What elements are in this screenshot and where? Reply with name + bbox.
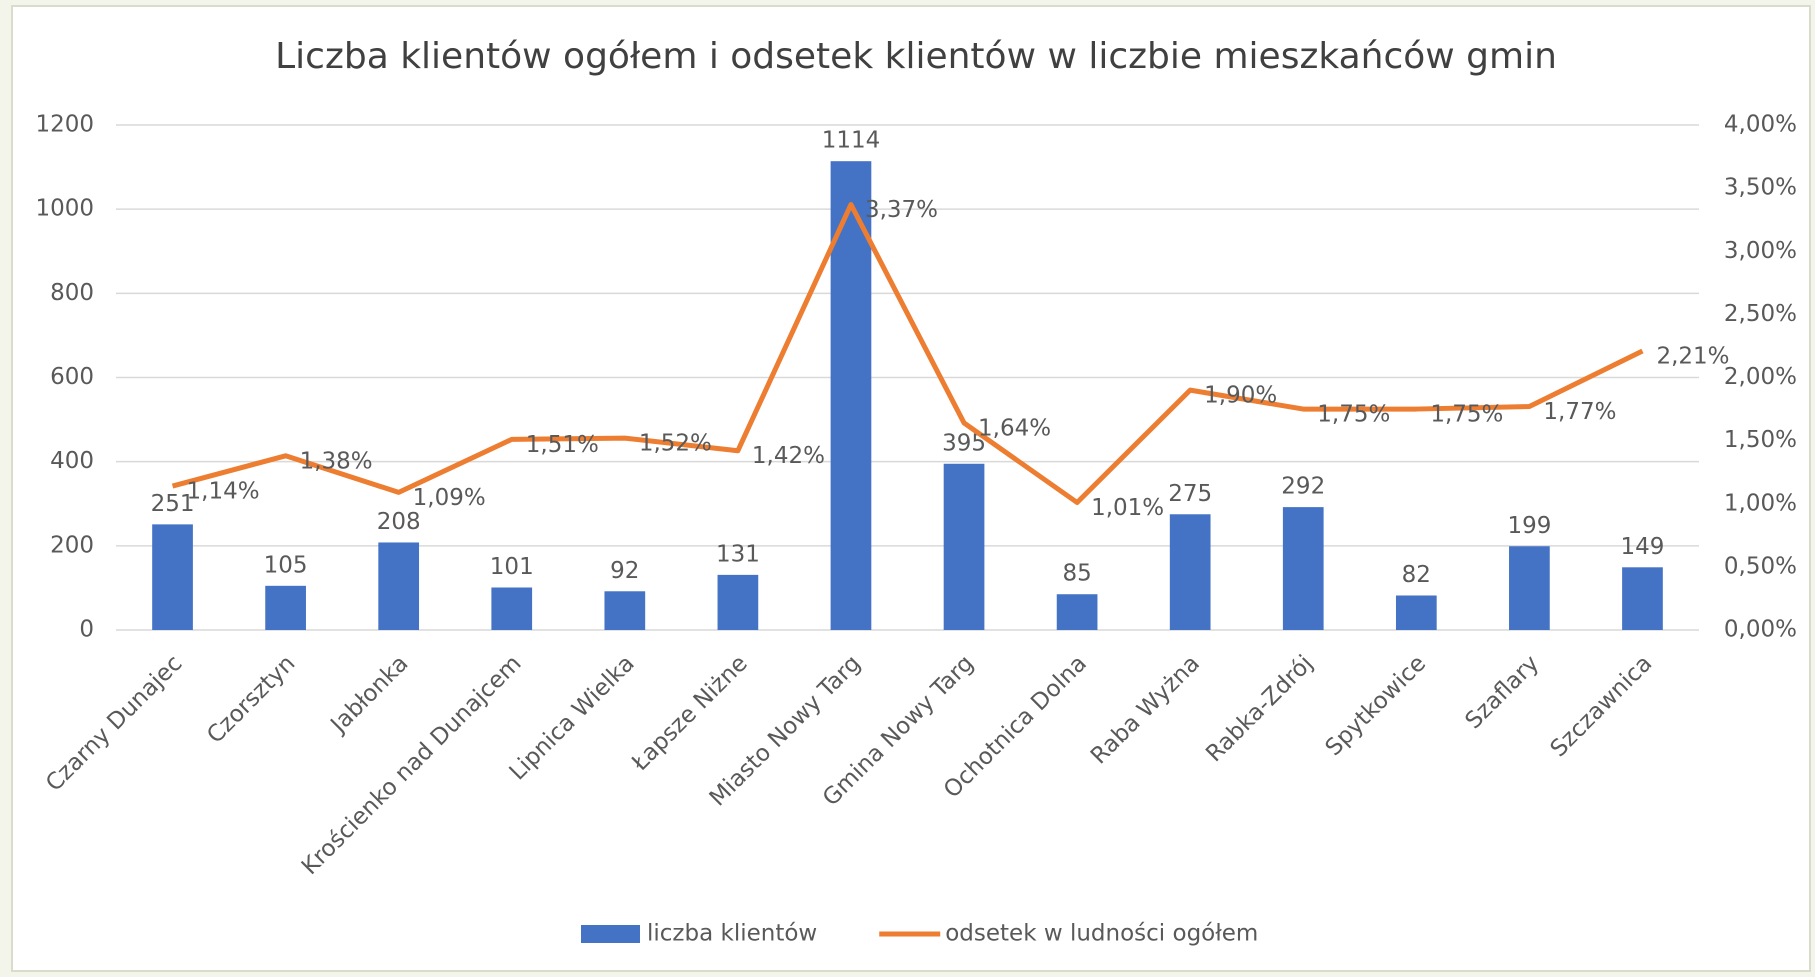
line-value-label: 3,37% [865,197,938,223]
bar-value-label: 82 [1402,562,1431,588]
bar-value-label: 292 [1281,474,1325,500]
legend-swatch [581,925,640,943]
bar-value-label: 105 [264,552,308,578]
y-tick-label: 600 [50,364,94,390]
legend-label: odsetek w ludności ogółem [945,921,1258,947]
bar [1282,507,1324,630]
line-value-label: 1,01% [1091,495,1164,521]
bar-value-label: 275 [1168,481,1212,507]
bar [152,524,193,630]
bar [717,574,759,630]
y2-tick-label: 3,50% [1724,175,1797,201]
line-value-label: 1,14% [187,479,260,505]
line-value-label: 1,75% [1430,402,1503,428]
y2-tick-label: 2,00% [1724,364,1797,390]
line-value-label: 1,75% [1317,402,1390,428]
y-tick-label: 200 [50,532,94,558]
bar [265,585,306,630]
bar-value-label: 208 [377,509,421,535]
bar-value-label: 199 [1507,513,1551,539]
legend-label: liczba klientów [647,921,817,947]
y2-tick-label: 4,00% [1724,112,1797,138]
y-tick-label: 0 [79,617,94,643]
line-value-label: 1,38% [300,448,373,474]
y-tick-label: 400 [50,448,94,474]
line-value-label: 1,90% [1204,383,1277,409]
line-value-label: 2,21% [1656,343,1729,369]
bar [378,542,420,630]
y2-tick-label: 1,50% [1724,427,1797,453]
bar-value-label: 101 [490,554,534,580]
bar [1056,594,1098,630]
y-tick-label: 800 [50,280,94,306]
y2-tick-label: 3,00% [1724,238,1797,264]
y2-tick-label: 0,00% [1724,617,1797,643]
bar-value-label: 131 [716,541,760,567]
y2-tick-label: 0,50% [1724,553,1797,579]
chart-area [11,5,1811,972]
line-value-label: 1,51% [526,432,599,458]
line-value-label: 1,52% [639,431,712,457]
line-value-label: 1,64% [978,415,1051,441]
chart-title: Liczba klientów ogółem i odsetek klientó… [275,36,1557,77]
bar [1169,514,1211,630]
bar [491,587,533,630]
bar-value-label: 149 [1621,534,1665,560]
line [171,202,1644,505]
bar [1509,546,1550,630]
y2-tick-label: 1,00% [1724,490,1797,516]
bar-value-label: 85 [1062,561,1091,587]
line-value-label: 1,77% [1543,399,1616,425]
line-value-label: 1,42% [752,443,825,469]
bar-value-label: 1114 [822,128,881,154]
bar [1622,567,1663,630]
line-value-label: 1,09% [413,485,486,511]
y2-tick-label: 2,50% [1724,301,1797,327]
bar-value-label: 251 [151,491,195,517]
y-tick-label: 1200 [35,112,94,138]
bar [604,591,646,630]
y-tick-label: 1000 [35,196,94,222]
bar [1395,595,1437,630]
bar [943,463,985,630]
bar-value-label: 92 [610,558,639,584]
